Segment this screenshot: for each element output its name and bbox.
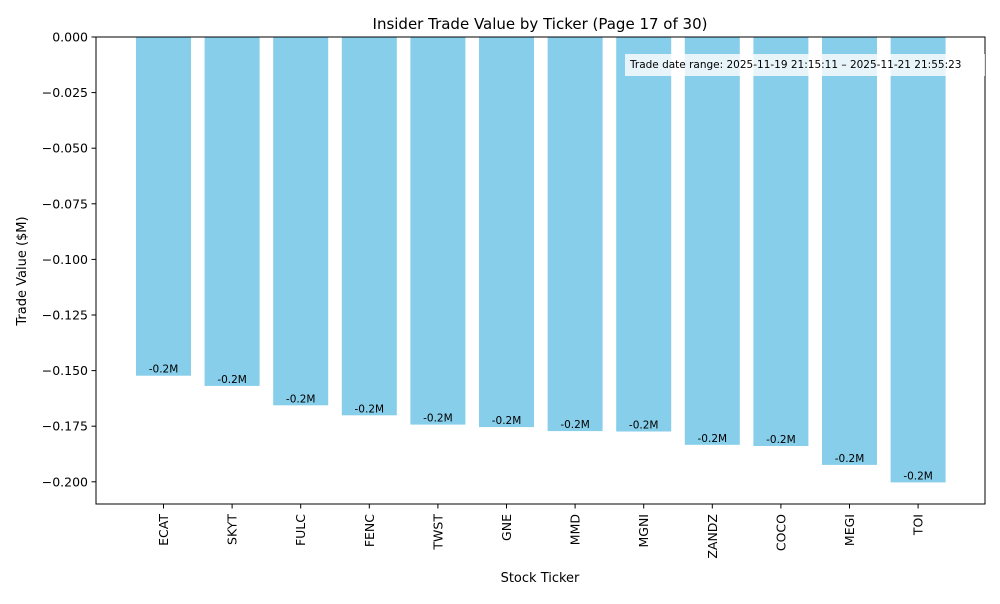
y-tick-label: −0.025 — [42, 85, 88, 100]
x-axis: ECAT SKYT FULC FENC TWST GNE MMD MGNI ZANDZ COCO M… — [156, 504, 926, 559]
x-tick-label: TOI — [911, 514, 926, 536]
bars-layer — [136, 37, 946, 483]
x-axis-label: Stock Ticker — [501, 571, 580, 586]
bar — [753, 37, 809, 446]
data-labels-layer: -0.2M -0.2M -0.2M -0.2M -0.2M -0.2M -0.2M -0.2M… — [149, 364, 933, 483]
bar — [547, 37, 603, 432]
x-tick-label: SKYT — [225, 514, 240, 545]
bar — [479, 37, 534, 428]
chart-title: Insider Trade Value by Ticker (Page 17 o… — [373, 15, 708, 33]
data-label: -0.2M — [560, 419, 590, 431]
y-tick-label: −0.125 — [42, 308, 88, 323]
x-tick-label: MGNI — [636, 514, 651, 548]
y-tick-label: −0.075 — [42, 196, 88, 211]
data-label: -0.2M — [355, 403, 385, 415]
y-axis: 0.000 −0.025 −0.050 −0.075 −0.100 −0.125 −0.15… — [42, 30, 96, 489]
bar — [684, 37, 740, 445]
date-range-annotation: Trade date range: 2025-11-19 21:15:11 – … — [625, 54, 985, 76]
data-label: -0.2M — [835, 453, 865, 465]
data-label: -0.2M — [698, 433, 728, 445]
bar — [890, 37, 946, 483]
data-label: -0.2M — [149, 364, 179, 376]
y-tick-label: −0.175 — [42, 419, 88, 434]
bar — [410, 37, 466, 425]
annotation-text: Trade date range: 2025-11-19 21:15:11 – … — [629, 59, 961, 71]
bar — [341, 37, 397, 416]
x-tick-label: ZANDZ — [705, 514, 720, 559]
data-label: -0.2M — [286, 393, 316, 405]
x-tick-label: MEGI — [842, 514, 857, 546]
data-label: -0.2M — [766, 434, 796, 446]
y-tick-label: −0.100 — [42, 252, 88, 267]
x-tick-label: GNE — [499, 514, 514, 541]
y-tick-label: −0.150 — [42, 363, 88, 378]
data-label: -0.2M — [903, 470, 933, 482]
bar — [273, 37, 329, 406]
annotation-box — [625, 54, 985, 76]
y-tick-label: −0.050 — [42, 141, 88, 156]
x-tick-label: FENC — [362, 514, 377, 547]
bar — [822, 37, 877, 465]
bar — [136, 37, 191, 376]
data-label: -0.2M — [492, 415, 522, 427]
x-tick-label: COCO — [773, 514, 788, 551]
x-tick-label: TWST — [430, 514, 445, 551]
x-tick-label: ECAT — [156, 514, 171, 546]
x-tick-label: FULC — [293, 514, 308, 546]
data-label: -0.2M — [217, 374, 247, 386]
bar — [616, 37, 672, 432]
data-label: -0.2M — [423, 413, 453, 425]
y-tick-label: −0.200 — [42, 474, 88, 489]
bar — [204, 37, 260, 386]
x-tick-label: MMD — [568, 514, 583, 545]
plot-frame — [95, 36, 986, 505]
y-axis-label: Trade Value ($M) — [15, 216, 30, 326]
data-label: -0.2M — [629, 420, 659, 432]
y-tick-label: 0.000 — [52, 30, 88, 45]
